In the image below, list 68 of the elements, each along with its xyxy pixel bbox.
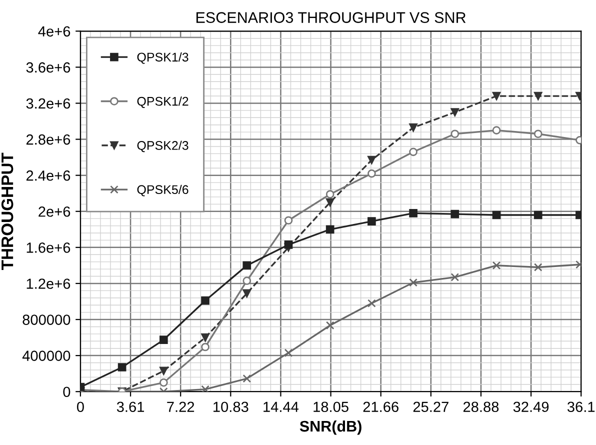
x-tick-label: 28.88 bbox=[463, 402, 499, 412]
x-tick-label: 36.1 bbox=[567, 402, 595, 412]
x-tick-label: 7.22 bbox=[167, 402, 194, 412]
point bbox=[534, 130, 542, 138]
point bbox=[118, 363, 126, 372]
point bbox=[368, 169, 376, 178]
point bbox=[492, 126, 501, 134]
point bbox=[326, 198, 334, 207]
x-tick-label: 21.66 bbox=[363, 402, 398, 412]
point bbox=[201, 342, 210, 352]
point bbox=[242, 276, 252, 285]
point bbox=[534, 263, 542, 272]
x-tick-label: 10.83 bbox=[214, 402, 248, 412]
point bbox=[409, 123, 418, 132]
point bbox=[492, 261, 501, 270]
point bbox=[284, 240, 293, 249]
point bbox=[160, 366, 168, 376]
legend-label: QPSK1/2 bbox=[137, 96, 188, 108]
point bbox=[534, 92, 542, 100]
point bbox=[326, 225, 334, 234]
y-tick-label: 1.2e+6 bbox=[26, 278, 70, 289]
point bbox=[450, 210, 460, 218]
y-tick-label: 2.8e+6 bbox=[26, 134, 70, 145]
point bbox=[160, 336, 168, 344]
x-tick-label: 14.44 bbox=[264, 402, 299, 412]
y-tick-label: 3.2e+6 bbox=[26, 98, 70, 109]
x-axis-title: SNR(dB) bbox=[300, 420, 362, 435]
point bbox=[201, 296, 210, 305]
y-tick-label: 400000 bbox=[22, 350, 70, 361]
y-tick-label: 2.4e+6 bbox=[26, 170, 70, 181]
x-tick-label: 0 bbox=[76, 402, 84, 412]
point bbox=[242, 261, 252, 270]
point bbox=[368, 217, 376, 226]
point bbox=[326, 321, 334, 330]
y-tick-label: 1.6e+6 bbox=[26, 242, 70, 253]
legend-label: QPSK1/3 bbox=[137, 52, 188, 64]
x-tick-label: 18.05 bbox=[314, 402, 348, 412]
y-tick-label: 4e+6 bbox=[38, 26, 70, 37]
point bbox=[368, 156, 376, 164]
point bbox=[534, 210, 542, 220]
x-tick-label: 25.27 bbox=[413, 402, 448, 412]
point bbox=[242, 289, 252, 298]
point bbox=[492, 210, 501, 220]
point bbox=[368, 299, 376, 308]
point bbox=[409, 278, 418, 287]
point bbox=[409, 148, 418, 156]
point bbox=[242, 374, 252, 383]
legend-label: QPSK2/3 bbox=[137, 140, 188, 152]
y-tick-label: 3.6e+6 bbox=[26, 62, 70, 73]
chart-title: ESCENARIO3 THROUGHPUT VS SNR bbox=[196, 12, 466, 23]
point bbox=[450, 130, 460, 138]
y-tick-label: 2e+6 bbox=[38, 206, 70, 217]
point bbox=[450, 272, 460, 282]
x-tick-label: 3.61 bbox=[116, 402, 144, 412]
point bbox=[201, 385, 210, 392]
point bbox=[409, 209, 418, 218]
point bbox=[284, 348, 293, 358]
point bbox=[492, 92, 501, 100]
y-axis-title: THROUGHPUT bbox=[1, 152, 14, 270]
point bbox=[201, 333, 210, 342]
point bbox=[450, 108, 460, 116]
legend-label: QPSK5/6 bbox=[137, 184, 188, 196]
y-tick-label: 800000 bbox=[22, 314, 70, 325]
y-tick-label: 0 bbox=[63, 386, 70, 398]
point bbox=[284, 216, 293, 225]
x-tick-label: 32.49 bbox=[513, 402, 549, 412]
point bbox=[326, 190, 334, 198]
point bbox=[160, 378, 168, 387]
